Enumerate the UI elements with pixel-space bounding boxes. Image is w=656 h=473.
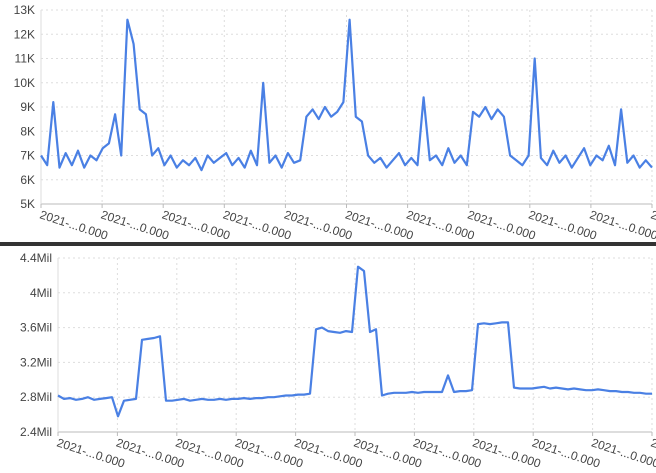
x-tick-label: 2021-...0.000: [405, 208, 477, 242]
y-tick-label: 12K: [14, 27, 35, 41]
y-tick-label: 2.4Mil: [20, 425, 52, 439]
chart-panel-1: 5K 6K 7K 8K 9K 10K 11K 12K 13K 2021-...0.000 2021-…: [13, 3, 656, 242]
y-tick-label: 2.8Mil: [20, 390, 52, 404]
chart-panel-2: 2.4Mil 2.8Mil 3.2Mil 3.6Mil 4Mil 4.4Mil 2021-.…: [0, 246, 656, 473]
series-line: [57, 265, 652, 418]
line-chart-1: 5K6K7K8K9K10K11K12K13K2021-...0.0002021-…: [14, 3, 656, 242]
y-tick-label: 6K: [20, 173, 35, 187]
series-line: [40, 18, 653, 172]
y-tick-label: 3.6Mil: [20, 321, 52, 335]
y-tick-label: 5K: [20, 197, 35, 211]
line-chart-2: 2.4Mil 2.8Mil 3.2Mil 3.6Mil 4Mil 4.4Mil 2021-.…: [20, 251, 656, 471]
y-tick-label: 4Mil: [30, 286, 52, 300]
x-tick-label: 2021-...0.000: [38, 208, 110, 242]
y-tick-label: 3.2Mil: [20, 355, 52, 369]
panel-divider: [0, 242, 656, 246]
x-tick-label: 2021-...0.000: [466, 208, 538, 242]
y-tick-label: 11K: [15, 52, 35, 66]
x-tick-label: 2021-...0.000: [527, 208, 599, 242]
x-tick-label: 2021-...0.000: [99, 208, 171, 242]
x-tick-label: 2021-...0.000: [344, 208, 416, 242]
x-tick-label: 2021-...0.000: [221, 208, 293, 242]
y-tick-label: 7K: [20, 149, 35, 163]
x-tick-label: 2021-...0.000: [590, 436, 656, 471]
y-tick-label: 13K: [14, 3, 35, 17]
x-tick-label: 2021-...0.000: [160, 208, 232, 242]
x-tick-label: 2021-...0.000: [588, 208, 656, 242]
y-tick-label: 8K: [20, 124, 35, 138]
y-tick-label: 10K: [14, 76, 35, 90]
y-tick-label: 4.4Mil: [20, 251, 52, 265]
y-tick-label: 9K: [20, 100, 35, 114]
x-tick-label: 2021-...0.000: [282, 208, 354, 242]
